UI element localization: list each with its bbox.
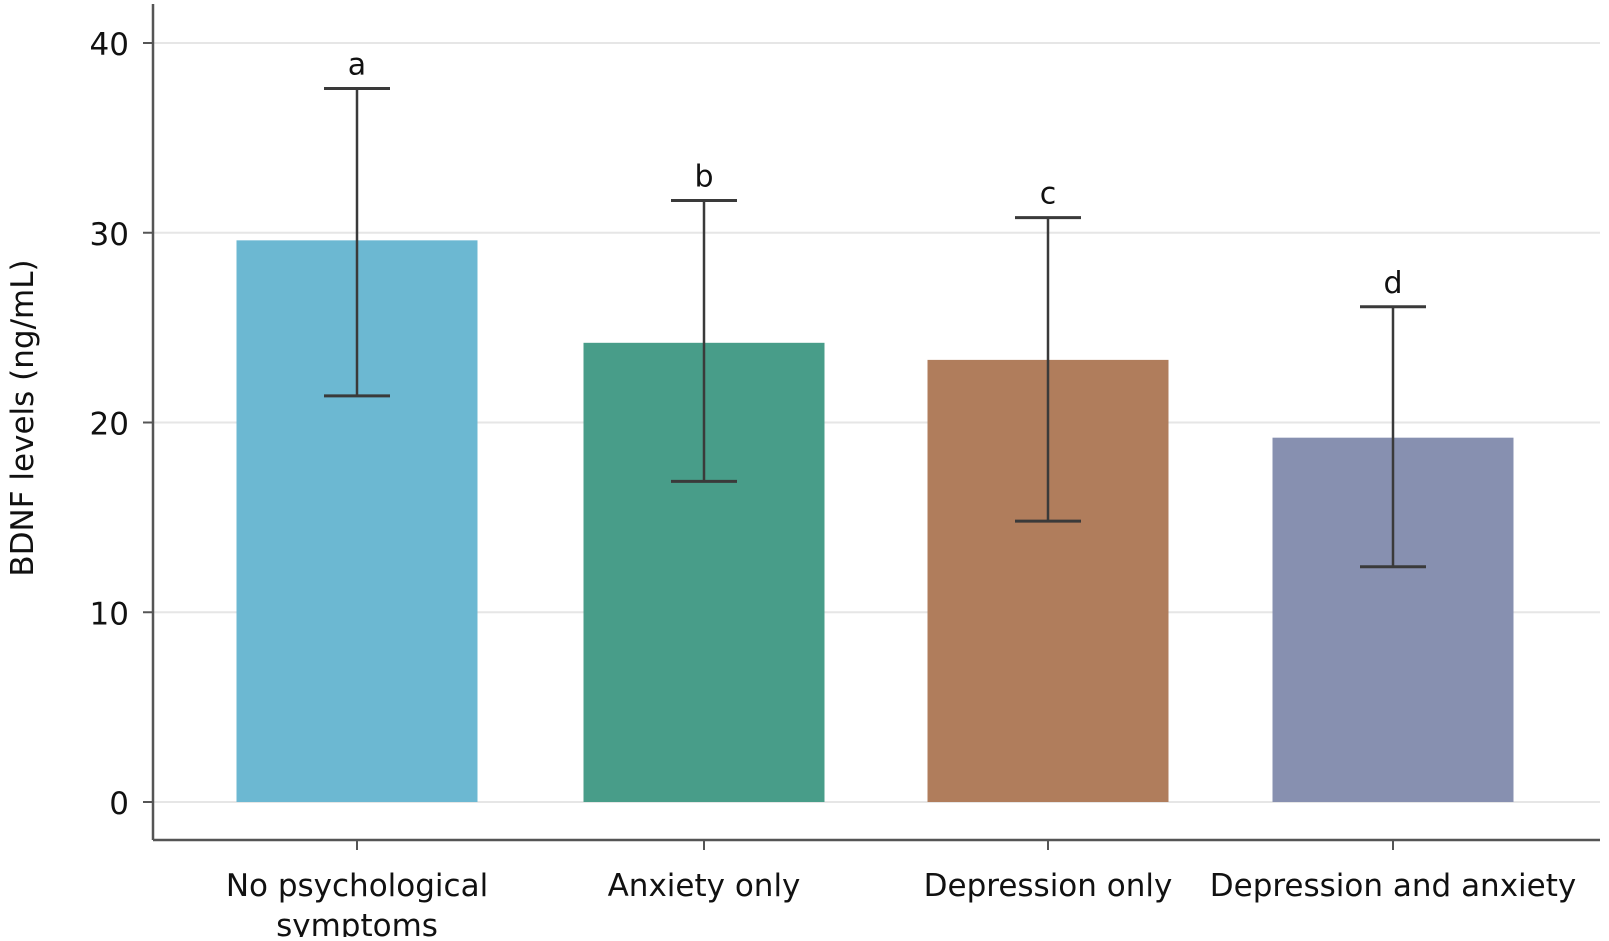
y-tick-label: 20 — [90, 407, 129, 443]
x-tick-label: Anxiety only — [608, 868, 801, 904]
significance-label: a — [348, 48, 366, 83]
x-tick-label-line: Depression only — [924, 868, 1173, 904]
x-tick-label: Depression only — [924, 868, 1173, 904]
x-tick-label-line: Anxiety only — [608, 868, 801, 904]
x-tick-label-line: Depression and anxiety — [1210, 868, 1577, 904]
significance-label: d — [1383, 266, 1402, 301]
labels: a b c d BDNF levels (ng/mL) — [5, 48, 1403, 577]
x-tick-label: Depression and anxiety — [1210, 868, 1577, 904]
significance-label: b — [694, 159, 713, 194]
y-tick-label: 30 — [90, 217, 129, 253]
y-tick-label: 10 — [90, 596, 129, 632]
y-tick-label: 0 — [109, 786, 129, 822]
x-tick-label: No psychological symptoms — [226, 868, 488, 937]
y-axis-label: BDNF levels (ng/mL) — [5, 259, 41, 576]
x-tick-label-line: No psychological — [226, 868, 488, 904]
error-bars — [324, 87, 1426, 569]
axes: 0 10 20 30 40 No psychological symptoms Anxiety… — [90, 4, 1600, 941]
x-tick-label-line: symptoms — [276, 908, 438, 937]
y-tick-label: 40 — [90, 27, 129, 63]
significance-label: c — [1040, 177, 1057, 212]
bars — [236, 240, 1514, 803]
